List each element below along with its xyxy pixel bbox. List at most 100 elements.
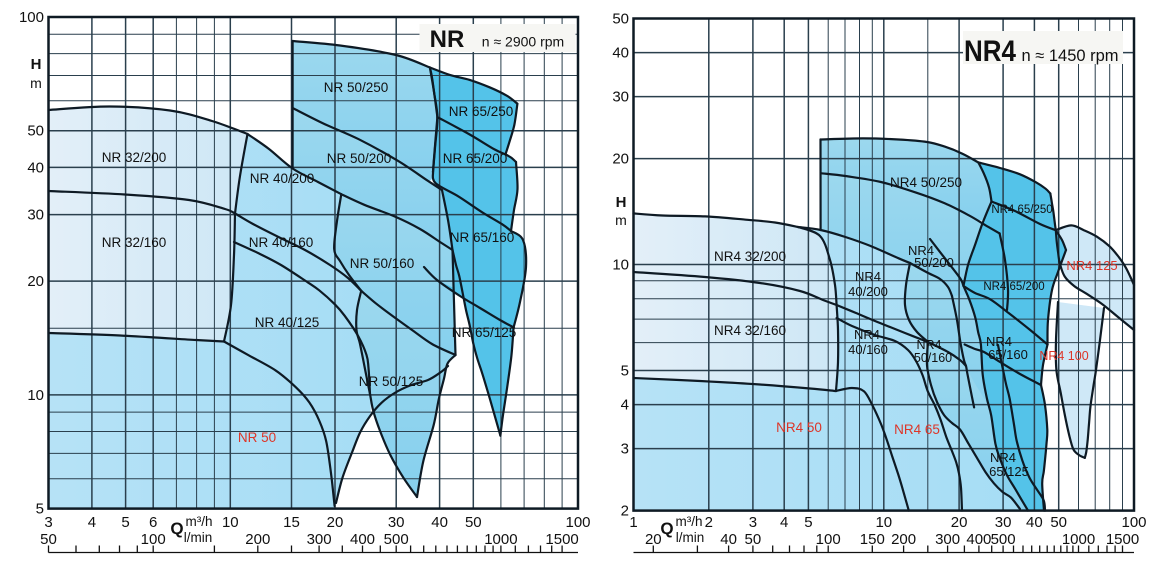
svg-text:4: 4 [88, 514, 96, 531]
svg-text:300: 300 [307, 531, 332, 548]
svg-text:65/125: 65/125 [989, 464, 1029, 479]
svg-text:40/160: 40/160 [848, 342, 888, 357]
svg-text:NR4 65/200: NR4 65/200 [983, 281, 1044, 293]
svg-text:100: 100 [565, 514, 590, 531]
svg-text:50: 50 [27, 123, 44, 140]
svg-text:NR4: NR4 [986, 334, 1012, 349]
svg-text:m³/h: m³/h [186, 514, 213, 529]
svg-text:400: 400 [350, 531, 375, 548]
svg-text:65/160: 65/160 [988, 347, 1028, 362]
svg-text:50: 50 [745, 531, 762, 548]
svg-text:1000: 1000 [1062, 531, 1095, 548]
svg-text:100: 100 [816, 531, 841, 548]
svg-text:NR: NR [430, 26, 465, 53]
svg-text:NR 50/160: NR 50/160 [350, 256, 415, 271]
svg-text:4: 4 [780, 514, 788, 531]
svg-text:1000: 1000 [484, 531, 517, 548]
svg-text:150: 150 [860, 531, 885, 548]
svg-text:NR4 32/160: NR4 32/160 [714, 323, 786, 338]
svg-text:H: H [31, 56, 42, 73]
svg-text:NR4: NR4 [964, 35, 1016, 68]
svg-text:NR4: NR4 [990, 450, 1016, 465]
svg-text:3: 3 [44, 514, 52, 531]
svg-text:NR4 65: NR4 65 [894, 422, 940, 437]
svg-text:40: 40 [27, 159, 44, 176]
svg-text:NR4 50/250: NR4 50/250 [890, 175, 962, 190]
svg-text:40: 40 [720, 531, 737, 548]
svg-text:40: 40 [1026, 514, 1043, 531]
svg-text:200: 200 [245, 531, 270, 548]
svg-text:NR 50: NR 50 [238, 430, 276, 445]
svg-text:NR 65/125: NR 65/125 [452, 325, 517, 340]
svg-text:4: 4 [621, 397, 629, 414]
svg-text:30: 30 [612, 89, 629, 106]
svg-text:NR4 125: NR4 125 [1066, 258, 1117, 273]
svg-text:20: 20 [951, 514, 968, 531]
svg-text:1500: 1500 [1106, 531, 1139, 548]
svg-text:NR4: NR4 [854, 327, 880, 342]
svg-text:40/200: 40/200 [848, 284, 888, 299]
svg-text:20: 20 [27, 273, 44, 290]
svg-text:200: 200 [891, 531, 916, 548]
svg-text:500: 500 [991, 531, 1016, 548]
svg-text:400: 400 [966, 531, 991, 548]
svg-text:NR 40/125: NR 40/125 [255, 315, 320, 330]
svg-text:2: 2 [705, 514, 713, 531]
svg-text:NR 50/125: NR 50/125 [359, 374, 424, 389]
svg-text:NR 32/160: NR 32/160 [102, 235, 167, 250]
svg-text:50: 50 [465, 514, 482, 531]
svg-text:NR 65/160: NR 65/160 [450, 230, 515, 245]
svg-text:NR4: NR4 [916, 338, 941, 352]
svg-text:10: 10 [222, 514, 239, 531]
svg-text:50: 50 [612, 11, 629, 28]
svg-text:2: 2 [621, 503, 629, 520]
svg-text:n ≈ 1450 rpm: n ≈ 1450 rpm [1021, 47, 1118, 65]
svg-text:10: 10 [875, 514, 892, 531]
svg-text:1500: 1500 [545, 531, 578, 548]
svg-text:10: 10 [27, 387, 44, 404]
svg-text:n ≈ 2900 rpm: n ≈ 2900 rpm [482, 34, 564, 50]
svg-text:NR 40/160: NR 40/160 [249, 235, 314, 250]
svg-text:20: 20 [327, 514, 344, 531]
svg-text:500: 500 [384, 531, 409, 548]
svg-text:NR 65/250: NR 65/250 [449, 104, 514, 119]
svg-text:NR4 100: NR4 100 [1039, 349, 1088, 363]
svg-text:NR4: NR4 [908, 243, 934, 258]
svg-text:5: 5 [36, 501, 44, 518]
svg-text:NR4 65/250: NR4 65/250 [991, 204, 1052, 216]
svg-text:Q: Q [660, 519, 673, 538]
svg-text:10: 10 [612, 257, 629, 274]
svg-text:H: H [616, 194, 627, 211]
svg-text:NR 40/200: NR 40/200 [250, 171, 315, 186]
svg-text:15: 15 [283, 514, 300, 531]
svg-text:6: 6 [149, 514, 157, 531]
svg-text:NR 50/250: NR 50/250 [324, 80, 389, 95]
svg-text:30: 30 [388, 514, 405, 531]
svg-text:50/160: 50/160 [914, 351, 952, 365]
svg-text:20: 20 [645, 531, 662, 548]
svg-text:30: 30 [995, 514, 1012, 531]
svg-text:100: 100 [19, 9, 44, 26]
svg-text:300: 300 [935, 531, 960, 548]
svg-text:100: 100 [1121, 514, 1146, 531]
svg-text:40: 40 [612, 45, 629, 62]
svg-text:20: 20 [612, 151, 629, 168]
svg-text:l/min: l/min [184, 530, 213, 545]
svg-text:50: 50 [1050, 514, 1067, 531]
svg-text:3: 3 [621, 441, 629, 458]
svg-text:3: 3 [749, 514, 757, 531]
svg-text:Q: Q [170, 519, 183, 538]
svg-text:100: 100 [141, 531, 166, 548]
svg-text:m³/h: m³/h [676, 514, 703, 529]
svg-text:30: 30 [27, 207, 44, 224]
svg-text:5: 5 [621, 363, 629, 380]
svg-text:NR4: NR4 [855, 269, 881, 284]
svg-text:50: 50 [40, 531, 57, 548]
svg-text:1: 1 [629, 514, 637, 531]
svg-text:NR 65/200: NR 65/200 [443, 151, 508, 166]
svg-text:l/min: l/min [676, 530, 705, 545]
svg-text:NR4 50: NR4 50 [776, 420, 822, 435]
svg-text:40: 40 [431, 514, 448, 531]
svg-text:m: m [30, 75, 42, 91]
svg-text:5: 5 [804, 514, 812, 531]
